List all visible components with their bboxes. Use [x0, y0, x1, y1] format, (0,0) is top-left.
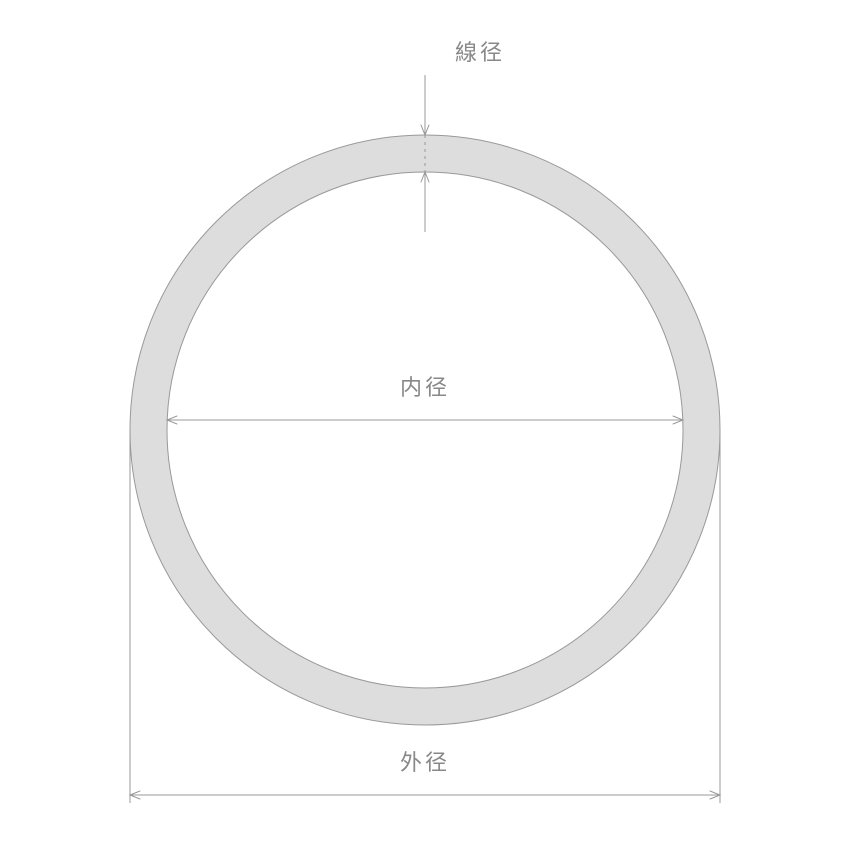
- outer-diameter-label: 外径: [400, 750, 450, 775]
- wire-diameter-label: 線径: [455, 40, 505, 65]
- inner-diameter-label: 内径: [400, 375, 450, 400]
- ring-dimension-diagram: 外径 内径 線径: [0, 0, 850, 850]
- inner-diameter-dimension: 内径: [167, 375, 683, 424]
- outer-diameter-dimension: 外径: [130, 750, 720, 799]
